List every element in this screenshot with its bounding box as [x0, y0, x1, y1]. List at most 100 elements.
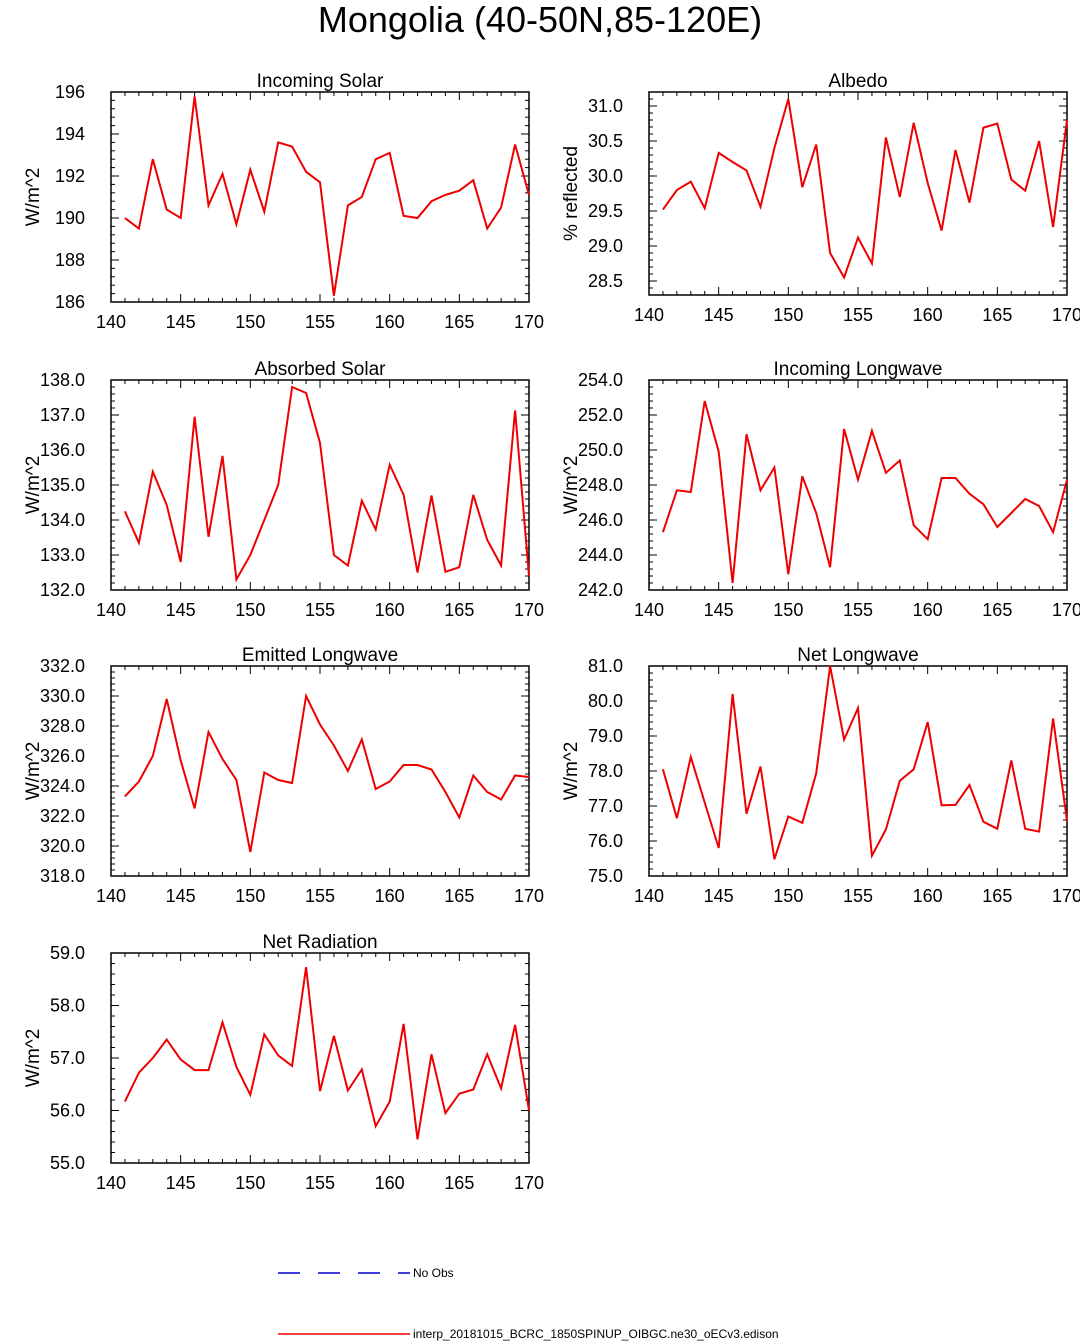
- panel-net-radiation: Net Radiation W/m^2 140 145 150 155 160 165 170 5…: [23, 932, 544, 1193]
- series-line-net-radiation: [124, 967, 530, 1140]
- x-tick-label: 145: [166, 600, 196, 620]
- panels: Incoming Solar W/m^2 140 145 150 155 160 165 170…: [23, 71, 1080, 1193]
- y-axis-label: % reflected: [561, 146, 582, 241]
- y-tick-label: 194: [55, 124, 85, 144]
- y-tick-label: 252.0: [578, 405, 623, 425]
- x-tick-label: 140: [634, 886, 664, 906]
- x-tick-label: 155: [305, 1173, 335, 1193]
- y-tick-label: 75.0: [588, 866, 623, 886]
- x-tick-label: 160: [913, 600, 943, 620]
- x-tick-label: 155: [843, 305, 873, 325]
- plot-frame: [110, 91, 530, 303]
- y-tick-label: 136.0: [40, 440, 85, 460]
- y-tick-label: 324.0: [40, 776, 85, 796]
- x-tick-label: 155: [305, 886, 335, 906]
- panel-title: Incoming Longwave: [774, 359, 943, 380]
- panel-title: Net Longwave: [797, 645, 918, 666]
- y-tick-label: 77.0: [588, 796, 623, 816]
- series-line-emitted-longwave: [124, 692, 530, 853]
- y-tick-label: 29.0: [588, 236, 623, 256]
- x-tick-label: 140: [634, 305, 664, 325]
- y-tick-label: 135.0: [40, 475, 85, 495]
- y-axis-label: W/m^2: [23, 742, 44, 801]
- y-tick-label: 132.0: [40, 580, 85, 600]
- series-line-net-longwave: [661, 665, 1068, 860]
- x-tick-label: 165: [444, 600, 474, 620]
- y-tick-label: 30.0: [588, 166, 623, 186]
- y-axis-label: W/m^2: [561, 456, 582, 515]
- plot-frame: [110, 379, 530, 591]
- x-tick-label: 150: [773, 600, 803, 620]
- x-tick-label: 170: [1052, 600, 1080, 620]
- x-tick-label: 150: [235, 1173, 265, 1193]
- y-tick-label: 76.0: [588, 831, 623, 851]
- x-tick-label: 145: [704, 886, 734, 906]
- x-tick-label: 170: [514, 600, 544, 620]
- y-tick-label: 254.0: [578, 370, 623, 390]
- plot-frame: [110, 952, 530, 1164]
- legend: No Obs interp_20181015_BCRC_1850SPINUP_O…: [278, 1266, 779, 1341]
- x-tick-label: 165: [444, 1173, 474, 1193]
- series-line-albedo: [662, 98, 1068, 280]
- y-tick-label: 328.0: [40, 716, 85, 736]
- y-tick-label: 133.0: [40, 545, 85, 565]
- y-tick-label: 78.0: [588, 761, 623, 781]
- y-tick-label: 320.0: [40, 836, 85, 856]
- panel-title: Albedo: [828, 71, 887, 92]
- y-tick-label: 56.0: [50, 1101, 85, 1121]
- y-tick-label: 30.5: [588, 131, 623, 151]
- panel-title: Absorbed Solar: [255, 359, 387, 380]
- y-tick-label: 79.0: [588, 726, 623, 746]
- plot-frame: [648, 379, 1068, 591]
- panel-net-longwave: Net Longwave W/m^2 140 145 150 155 160 165 170 75…: [561, 645, 1080, 906]
- figure-title: Mongolia (40-50N,85-120E): [318, 0, 762, 40]
- y-tick-label: 59.0: [50, 943, 85, 963]
- panel-title: Emitted Longwave: [242, 645, 398, 666]
- panel-title: Net Radiation: [262, 932, 377, 953]
- y-tick-label: 29.5: [588, 201, 623, 221]
- x-tick-label: 140: [96, 886, 126, 906]
- y-tick-label: 326.0: [40, 746, 85, 766]
- x-tick-label: 160: [375, 312, 405, 332]
- y-tick-label: 57.0: [50, 1048, 85, 1068]
- x-tick-label: 160: [375, 1173, 405, 1193]
- y-tick-label: 318.0: [40, 866, 85, 886]
- y-axis-label: W/m^2: [561, 742, 582, 801]
- panel-absorbed-solar: Absorbed Solar W/m^2 140 145 150 155 160 165 170…: [23, 359, 544, 620]
- y-axis-label: W/m^2: [23, 1029, 44, 1088]
- y-tick-label: 192: [55, 166, 85, 186]
- x-tick-label: 145: [166, 886, 196, 906]
- x-tick-label: 170: [514, 886, 544, 906]
- x-tick-label: 155: [843, 886, 873, 906]
- x-tick-label: 145: [166, 312, 196, 332]
- y-tick-label: 196: [55, 82, 85, 102]
- panel-albedo: Albedo % reflected 140 145 150 155 160 165 170 28…: [561, 71, 1080, 325]
- x-tick-label: 170: [514, 312, 544, 332]
- series-line-absorbed-solar: [123, 385, 530, 583]
- y-axis-label: W/m^2: [23, 456, 44, 515]
- y-tick-label: 244.0: [578, 545, 623, 565]
- x-tick-label: 145: [704, 305, 734, 325]
- x-tick-label: 140: [634, 600, 664, 620]
- y-tick-label: 55.0: [50, 1153, 85, 1173]
- x-tick-label: 150: [235, 312, 265, 332]
- x-tick-label: 150: [773, 305, 803, 325]
- y-tick-label: 322.0: [40, 806, 85, 826]
- y-tick-label: 248.0: [578, 475, 623, 495]
- plot-frame: [648, 91, 1068, 296]
- y-tick-label: 28.5: [588, 271, 623, 291]
- x-tick-label: 150: [235, 886, 265, 906]
- y-tick-label: 81.0: [588, 656, 623, 676]
- x-tick-label: 145: [704, 600, 734, 620]
- x-tick-label: 155: [305, 312, 335, 332]
- y-tick-label: 188: [55, 250, 85, 270]
- y-axis-label: W/m^2: [23, 168, 44, 227]
- legend-label-no-obs: No Obs: [413, 1266, 454, 1280]
- x-tick-label: 160: [375, 886, 405, 906]
- x-tick-label: 140: [96, 312, 126, 332]
- y-tick-label: 242.0: [578, 580, 623, 600]
- x-tick-label: 160: [913, 886, 943, 906]
- x-tick-label: 150: [773, 886, 803, 906]
- x-tick-label: 160: [913, 305, 943, 325]
- x-tick-label: 170: [1052, 886, 1080, 906]
